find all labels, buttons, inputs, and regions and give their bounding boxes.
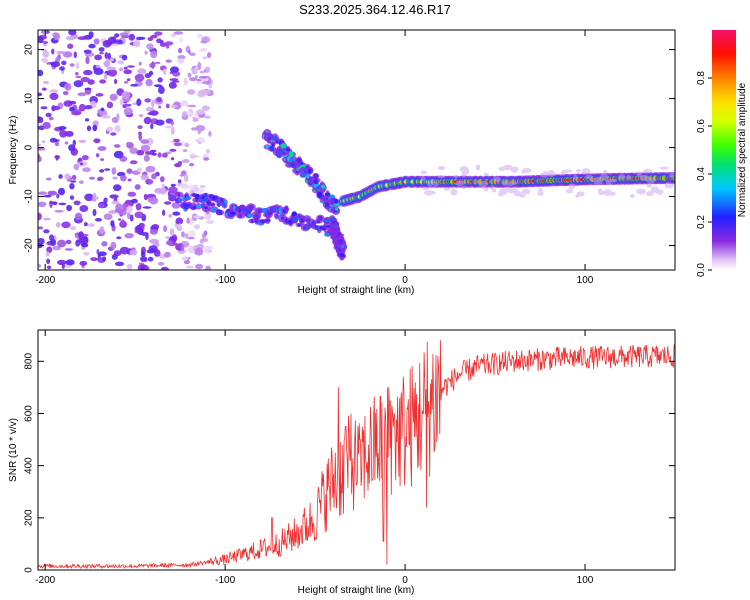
snr-x-tick-label: 100: [577, 575, 594, 586]
heatmap-x-tick-label: 100: [577, 275, 594, 286]
heatmap-x-label: Height of straight line (km): [298, 285, 415, 296]
heatmap-feature-noise-region: [38, 30, 215, 270]
snr-frame: [37, 329, 676, 571]
snr-y-tick-label: 800: [24, 353, 35, 370]
snr-x-ticks: -200 -100 0 100: [35, 330, 594, 586]
colorbar-ticks: 0.0 0.2 0.4 0.6 0.8: [696, 71, 712, 277]
heatmap-canvas: [38, 30, 675, 270]
heatmap-y-ticks: -20 -10 0 10 20: [24, 44, 675, 253]
colorbar-tick-label: 0.0: [696, 263, 707, 277]
snr-panel: -200 -100 0 100 0 200 400 600 800 Height of str…: [8, 329, 676, 596]
heatmap-y-label: Frequency (Hz): [8, 116, 19, 185]
snr-x-tick-label: -200: [35, 575, 55, 586]
colorbar-tick-label: 0.8: [696, 71, 707, 85]
colorbar-tick-label: 0.2: [696, 215, 707, 229]
heatmap-x-tick-label: -200: [35, 275, 55, 286]
heatmap-y-tick-label: -20: [24, 238, 35, 253]
heatmap-frame: [37, 29, 676, 271]
snr-x-tick-label: 0: [402, 575, 408, 586]
heatmap-feature-lower-branch: [174, 191, 337, 240]
heatmap-y-tick-label: 20: [24, 44, 35, 56]
snr-y-tick-label: 0: [24, 567, 35, 573]
colorbar-tick-label: 0.4: [696, 167, 707, 181]
figure-title: S233.2025.364.12.46.R17: [299, 2, 451, 17]
snr-y-tick-label: 200: [24, 509, 35, 526]
colorbar-tick-label: 0.6: [696, 119, 707, 133]
snr-y-tick-label: 400: [24, 457, 35, 474]
heatmap-feature-upper-branch: [261, 129, 342, 216]
snr-y-ticks: 0 200 400 600 800: [24, 353, 675, 573]
snr-y-label: SNR (10 * v/v): [8, 418, 19, 482]
heatmap-y-tick-label: 10: [24, 93, 35, 105]
heatmap-x-tick-label: -100: [215, 275, 235, 286]
heatmap-x-tick-label: 0: [402, 275, 408, 286]
snr-y-tick-label: 600: [24, 405, 35, 422]
heatmap-y-tick-label: 0: [24, 144, 35, 150]
heatmap-y-tick-label: -10: [24, 189, 35, 204]
colorbar: 0.0 0.2 0.4 0.6 0.8 Normalized spectral ampl…: [696, 30, 748, 277]
colorbar-gradient: [712, 30, 736, 270]
snr-x-label: Height of straight line (km): [298, 585, 415, 596]
colorbar-label: Normalized spectral amplitude: [737, 82, 748, 217]
heatmap-x-ticks: -200 -100 0 100: [35, 30, 594, 286]
heatmap-ridge-halo: [420, 164, 675, 199]
snr-x-tick-label: -100: [215, 575, 235, 586]
heatmap-feature-descending-tail: [328, 215, 348, 261]
snr-series-line: [38, 340, 675, 569]
snr-plot-area: [38, 340, 675, 569]
